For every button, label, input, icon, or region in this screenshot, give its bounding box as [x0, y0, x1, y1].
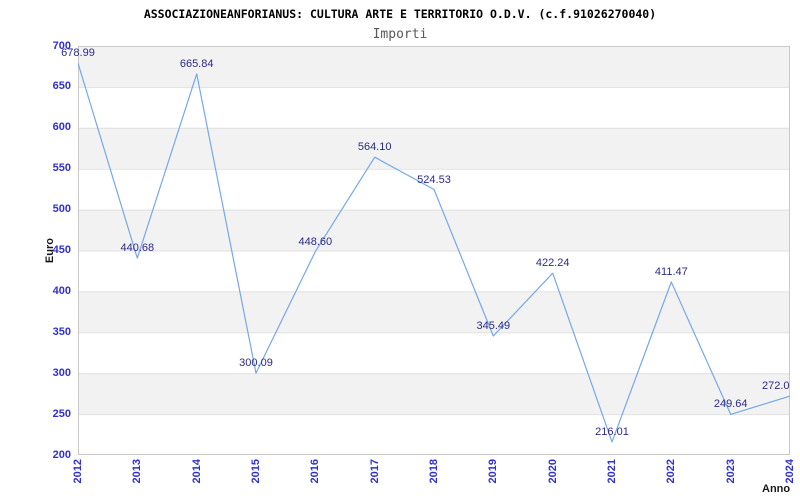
y-axis-tick-label: 250	[52, 407, 71, 420]
x-axis-tick-label: 2022	[665, 459, 678, 484]
plot-band	[78, 291, 790, 333]
y-axis-tick-label: 450	[52, 244, 71, 256]
x-axis-tick-label: 2019	[487, 459, 500, 484]
y-axis-tick-label: 200	[52, 448, 71, 461]
x-axis-tick-label: 2012	[72, 459, 84, 484]
x-axis-tick-label: 2020	[546, 459, 559, 484]
x-axis-tick-label: 2023	[724, 459, 737, 484]
plot-border	[78, 46, 790, 455]
x-axis-tick-label: 2017	[368, 459, 381, 484]
x-axis-title: Anno	[762, 483, 791, 495]
chart-subtitle: Importi	[372, 27, 428, 42]
series-line	[78, 63, 791, 443]
y-axis-tick-label: 550	[52, 162, 71, 175]
plot-band	[78, 209, 790, 251]
y-axis-tick-label: 700	[52, 39, 71, 52]
plot-band	[78, 373, 790, 415]
x-axis-tick-label: 2014	[190, 459, 203, 484]
y-axis-tick-label: 500	[52, 203, 71, 216]
y-axis-tick-label: 600	[52, 121, 71, 134]
plot-band	[78, 127, 790, 169]
chart-title: ASSOCIAZIONEANFORIANUS: CULTURA ARTE E T…	[143, 7, 657, 21]
x-axis-tick-label: 2024	[784, 459, 796, 484]
y-axis-tick-label: 300	[52, 366, 71, 379]
x-axis-tick-label: 2015	[250, 459, 262, 484]
plot-area	[78, 46, 791, 455]
y-axis-tick-label: 650	[52, 80, 71, 93]
plot-band	[78, 46, 790, 87]
x-axis-tick-label: 2016	[309, 459, 322, 484]
y-axis-tick-label: 350	[52, 325, 71, 338]
x-axis-tick-label: 2013	[131, 459, 144, 484]
y-axis-tick-label: 400	[52, 284, 71, 297]
x-axis-tick-label: 2021	[606, 459, 618, 484]
x-axis-tick-label: 2018	[428, 459, 440, 484]
